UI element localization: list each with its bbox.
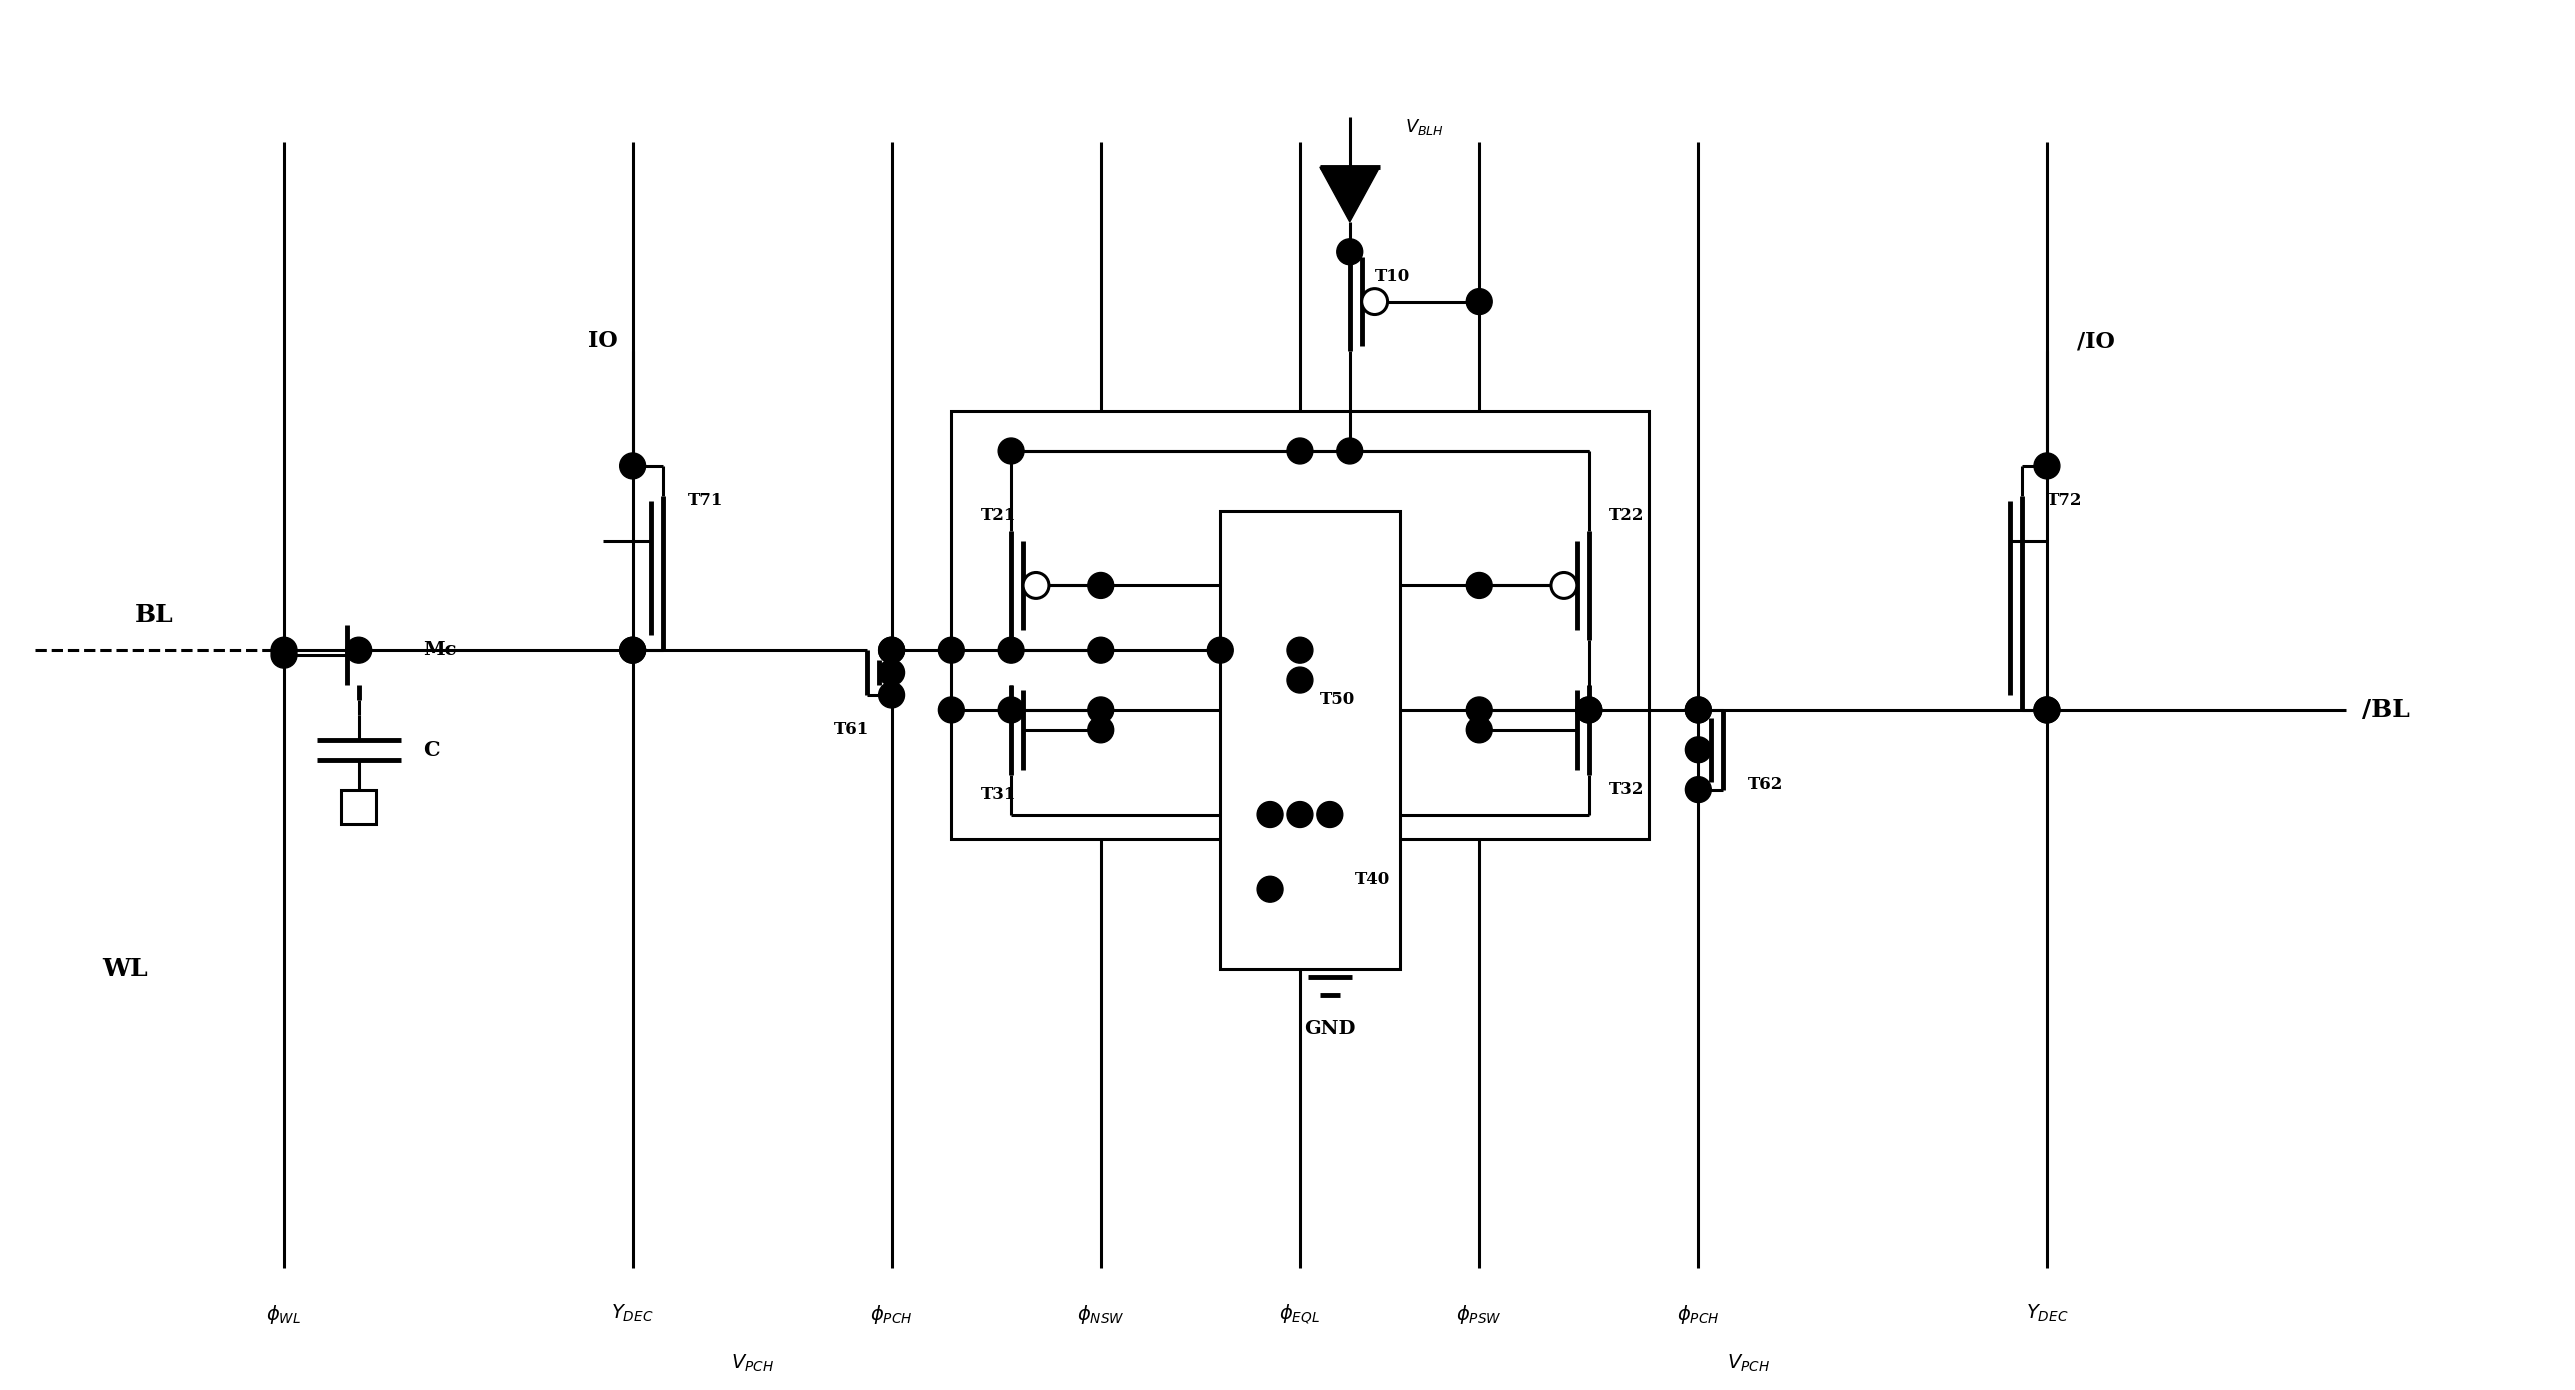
Circle shape — [878, 637, 904, 663]
Circle shape — [878, 660, 904, 685]
Circle shape — [1687, 696, 1712, 723]
Text: $\phi_{EQL}$: $\phi_{EQL}$ — [1280, 1302, 1321, 1326]
Circle shape — [999, 696, 1025, 723]
Circle shape — [1087, 717, 1115, 742]
Circle shape — [937, 696, 963, 723]
Text: C: C — [422, 739, 440, 760]
Circle shape — [1022, 573, 1048, 598]
Circle shape — [621, 453, 646, 480]
Circle shape — [1576, 696, 1602, 723]
Text: $\phi_{PCH}$: $\phi_{PCH}$ — [1676, 1302, 1720, 1326]
Text: T32: T32 — [1609, 781, 1645, 798]
Text: $\phi_{NSW}$: $\phi_{NSW}$ — [1076, 1302, 1125, 1326]
Text: $V_{PCH}$: $V_{PCH}$ — [731, 1352, 772, 1373]
Circle shape — [2034, 453, 2060, 480]
Circle shape — [1687, 696, 1712, 723]
Circle shape — [1288, 438, 1313, 464]
Text: T61: T61 — [834, 721, 870, 738]
Text: T62: T62 — [1748, 776, 1784, 794]
Circle shape — [999, 637, 1025, 663]
Circle shape — [621, 637, 646, 663]
Circle shape — [1576, 696, 1602, 723]
Circle shape — [1465, 696, 1491, 723]
Circle shape — [1465, 289, 1491, 314]
Text: GND: GND — [1303, 1020, 1354, 1038]
Circle shape — [1288, 667, 1313, 694]
Circle shape — [1257, 876, 1282, 902]
Circle shape — [1362, 289, 1388, 314]
Circle shape — [2034, 696, 2060, 723]
Bar — [950, 411, 1648, 840]
Circle shape — [270, 637, 296, 663]
Circle shape — [1316, 802, 1342, 827]
Circle shape — [1336, 438, 1362, 464]
Circle shape — [2034, 696, 2060, 723]
Circle shape — [1288, 802, 1313, 827]
Bar — [1221, 510, 1401, 969]
Text: T22: T22 — [1609, 507, 1645, 524]
Text: T71: T71 — [688, 492, 724, 509]
Text: T40: T40 — [1354, 870, 1390, 888]
Text: BL: BL — [136, 603, 175, 627]
Text: WL: WL — [103, 956, 147, 981]
Text: /BL: /BL — [2361, 698, 2410, 721]
Text: $\phi_{PSW}$: $\phi_{PSW}$ — [1457, 1302, 1501, 1326]
Circle shape — [270, 642, 296, 669]
Text: Mc: Mc — [422, 641, 456, 659]
Polygon shape — [1321, 167, 1380, 222]
Circle shape — [1087, 637, 1115, 663]
Circle shape — [345, 637, 371, 663]
Text: IO: IO — [587, 331, 618, 353]
Circle shape — [1208, 637, 1233, 663]
Circle shape — [621, 637, 646, 663]
Circle shape — [1687, 777, 1712, 802]
Circle shape — [1465, 573, 1491, 598]
Circle shape — [999, 438, 1025, 464]
Circle shape — [1687, 737, 1712, 763]
Circle shape — [878, 637, 904, 663]
Text: T50: T50 — [1321, 691, 1354, 709]
Text: /IO: /IO — [2078, 331, 2114, 353]
Circle shape — [878, 682, 904, 708]
Text: $V_{BLH}$: $V_{BLH}$ — [1403, 117, 1445, 138]
Circle shape — [1257, 802, 1282, 827]
Bar — [342, 790, 376, 824]
Text: $V_{PCH}$: $V_{PCH}$ — [1728, 1352, 1769, 1373]
Circle shape — [937, 637, 963, 663]
Text: T31: T31 — [981, 787, 1017, 803]
Circle shape — [1465, 717, 1491, 742]
Circle shape — [1087, 696, 1115, 723]
Text: $\phi_{PCH}$: $\phi_{PCH}$ — [870, 1302, 914, 1326]
Text: $\phi_{WL}$: $\phi_{WL}$ — [265, 1302, 301, 1326]
Circle shape — [1550, 573, 1576, 598]
Text: T10: T10 — [1375, 268, 1411, 285]
Text: $Y_{DEC}$: $Y_{DEC}$ — [2027, 1302, 2068, 1323]
Text: T72: T72 — [2047, 492, 2083, 509]
Circle shape — [1087, 573, 1115, 598]
Circle shape — [1336, 239, 1362, 264]
Circle shape — [1288, 637, 1313, 663]
Text: T21: T21 — [981, 507, 1017, 524]
Text: $Y_{DEC}$: $Y_{DEC}$ — [610, 1302, 654, 1323]
